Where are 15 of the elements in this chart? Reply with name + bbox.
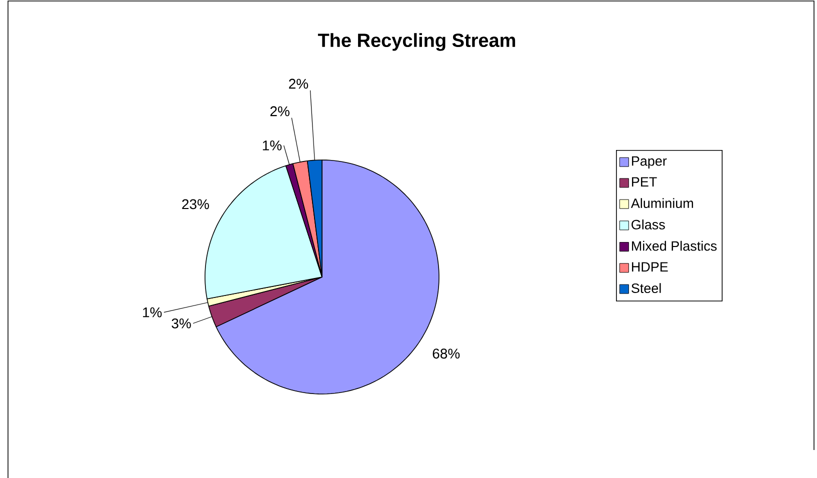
data-label: 1%: [143, 307, 162, 318]
legend-label: PET: [632, 177, 657, 186]
data-label: 2%: [289, 78, 308, 88]
data-label: 1%: [262, 140, 282, 150]
legend-label: Paper: [632, 156, 667, 168]
legend-label: Glass: [632, 219, 665, 230]
legend-label: Aluminium: [630, 198, 694, 208]
data-label: 68%: [432, 348, 460, 358]
data-label: 2%: [270, 106, 290, 116]
legend-label: Mixed Plastics: [632, 240, 717, 251]
data-label: 23%: [182, 199, 209, 209]
legend-label: Steel: [632, 282, 661, 293]
data-label: 3%: [172, 318, 191, 328]
legend-label: HDPE: [632, 262, 668, 272]
chart-title: The Recycling Stream: [318, 32, 516, 51]
